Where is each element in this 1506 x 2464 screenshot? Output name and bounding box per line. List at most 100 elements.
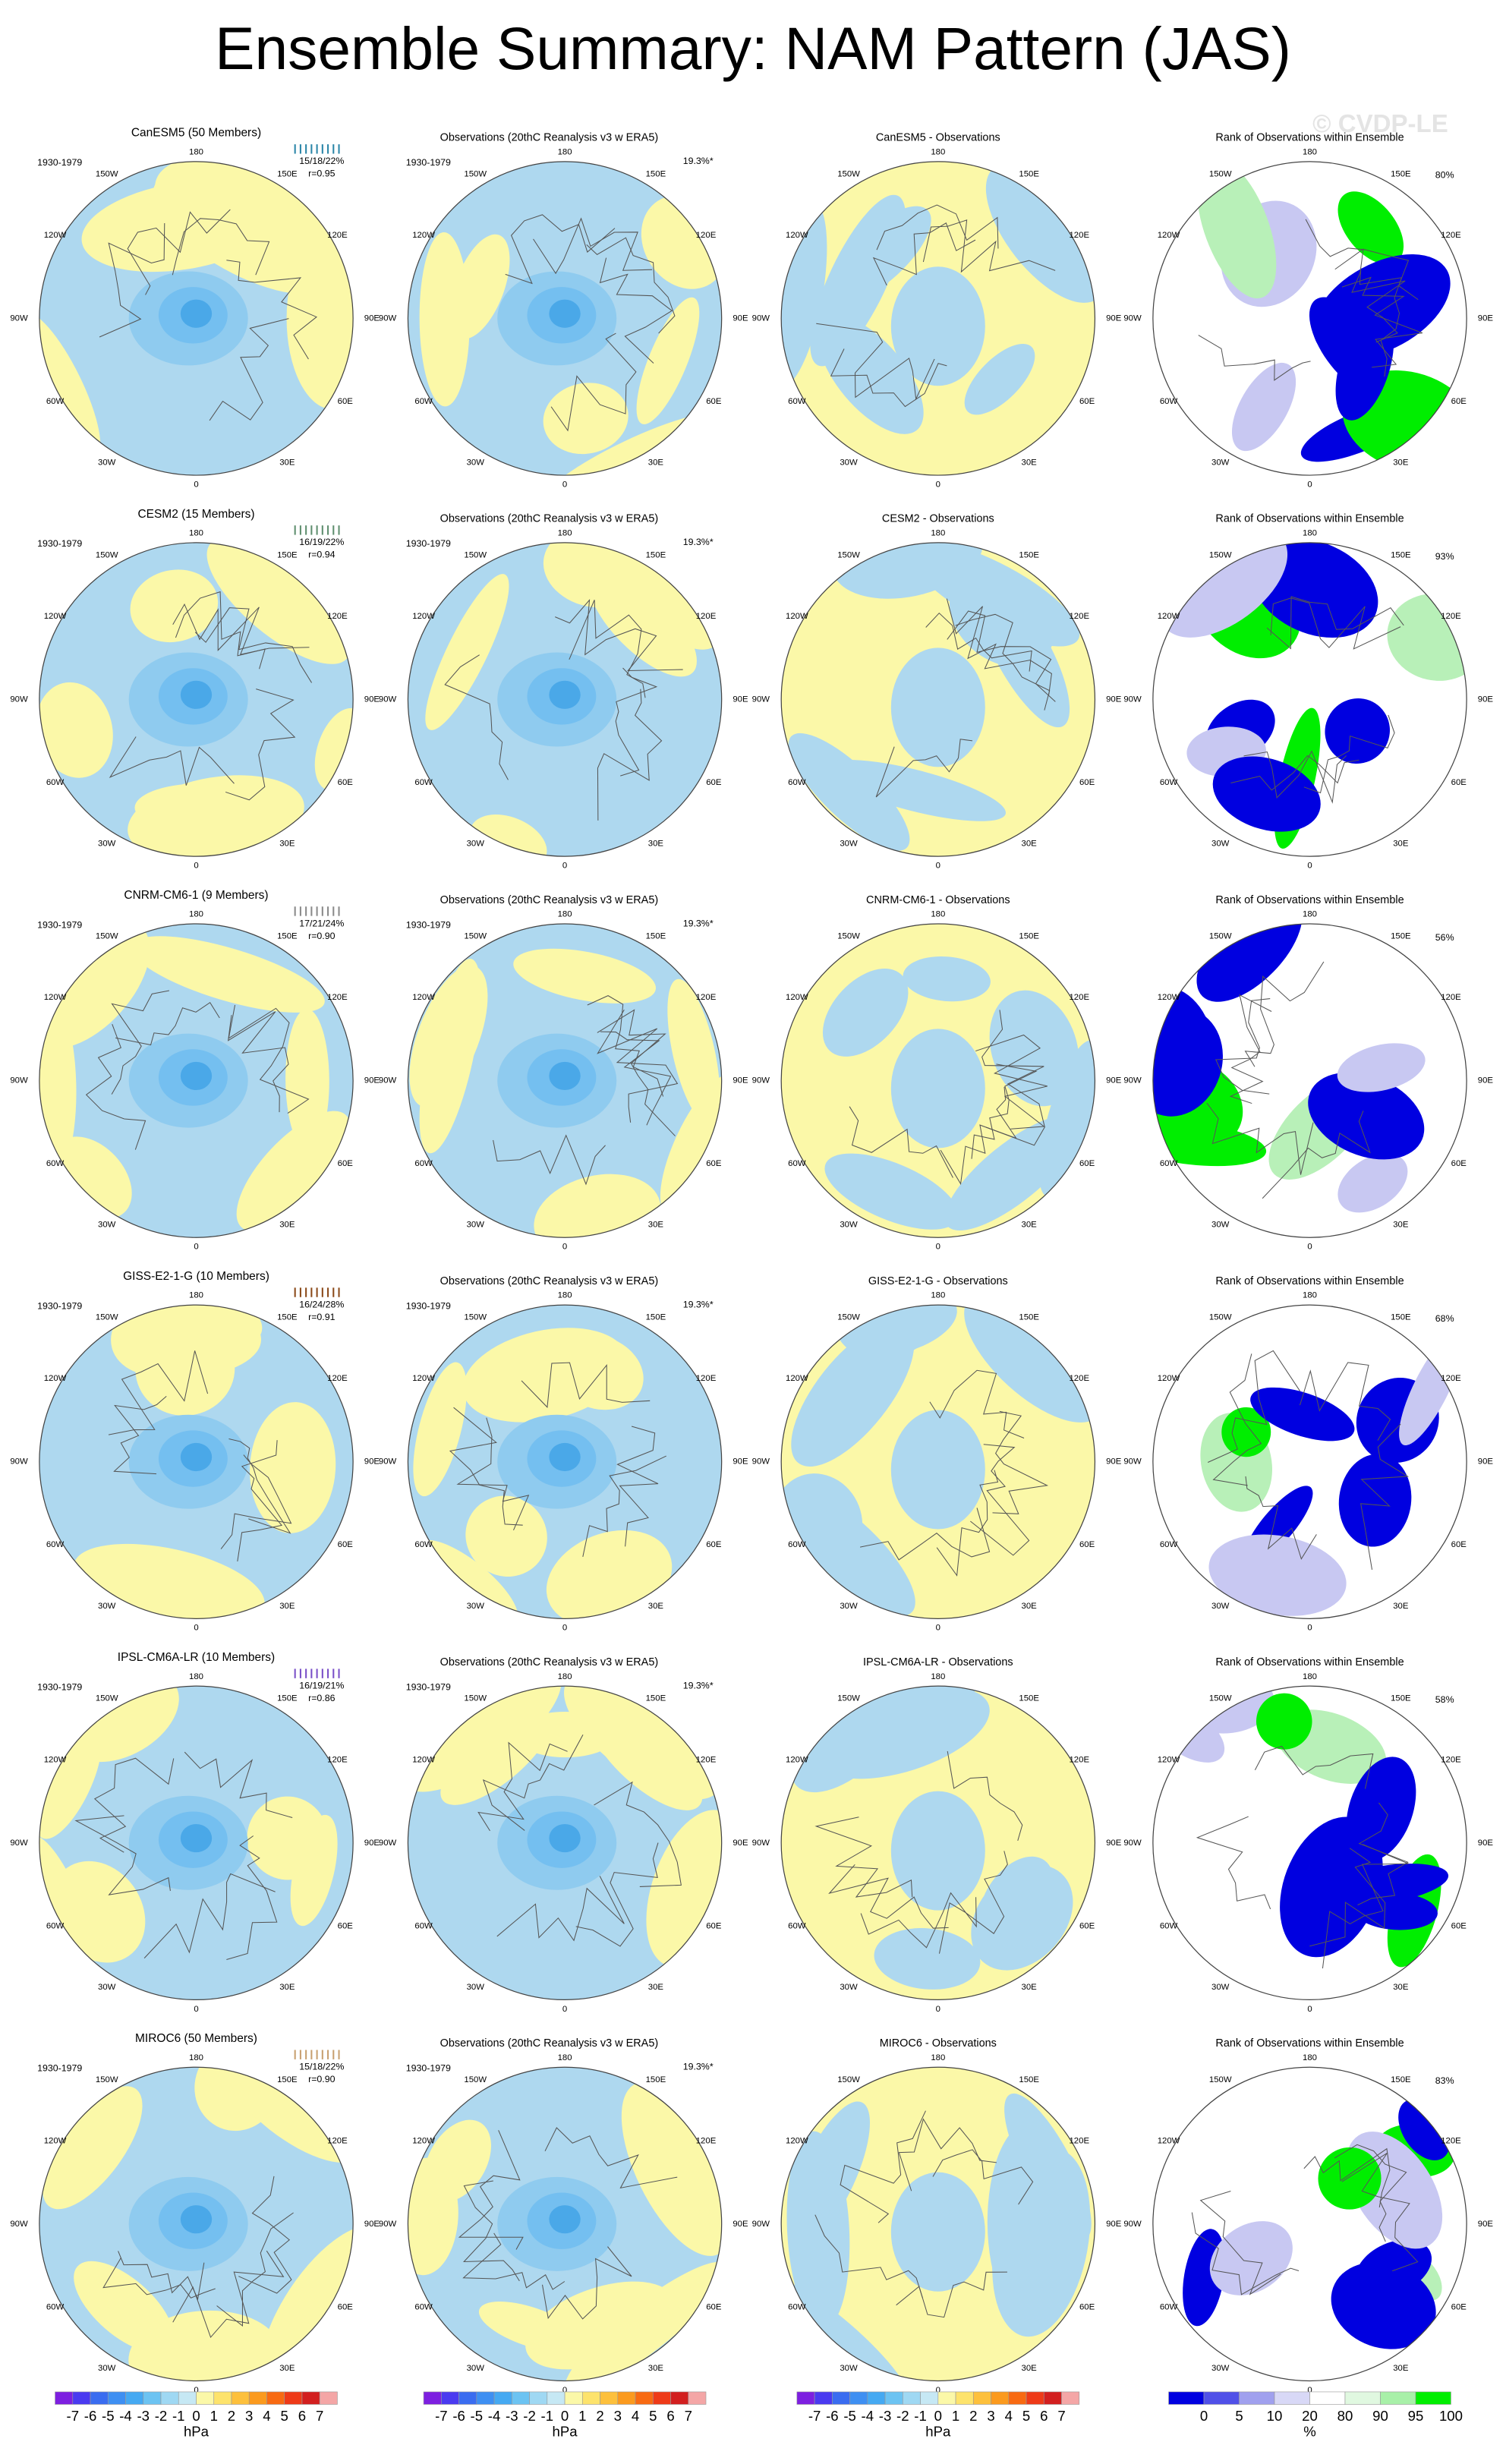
- longitude-label: 150W: [464, 1694, 487, 1703]
- coastline: [102, 2257, 216, 2299]
- field-region: [39, 682, 113, 778]
- longitude-label: 30E: [1393, 458, 1409, 468]
- colorbar-swatch: [1008, 2391, 1027, 2405]
- field-center: [549, 299, 581, 328]
- colorbar-swatch: [1380, 2391, 1416, 2405]
- longitude-label: 180: [558, 2053, 572, 2062]
- longitude-label: 180: [1303, 2053, 1317, 2062]
- coastline: [505, 214, 616, 285]
- longitude-label: 150W: [464, 169, 487, 178]
- field-region: [413, 1362, 467, 1497]
- longitude-label: 150W: [96, 550, 118, 559]
- coastline: [74, 1815, 171, 1895]
- stats: 15/18/22%: [299, 156, 344, 166]
- longitude-label: 120E: [1441, 612, 1461, 621]
- longitude-label: 90E: [733, 695, 748, 704]
- longitude-label: 0: [562, 2386, 567, 2395]
- longitude-label: 180: [558, 910, 572, 919]
- longitude-label: 90E: [1478, 314, 1494, 323]
- coastline: [143, 1873, 276, 1959]
- map-border: [1152, 923, 1467, 1238]
- longitude-label: 120W: [44, 612, 67, 621]
- coastline: [971, 1063, 1038, 1159]
- coastline: [209, 318, 289, 421]
- coastline: [938, 1851, 1008, 1954]
- longitude-label: 90W: [752, 2220, 770, 2229]
- longitude-label: 180: [558, 147, 572, 156]
- field-region: [513, 948, 656, 1004]
- field-region: [791, 1322, 915, 1467]
- map-border: [407, 923, 723, 1238]
- longitude-label: 180: [931, 1291, 945, 1300]
- field-region: [621, 2082, 722, 2256]
- field-center: [549, 1442, 581, 1472]
- longitude-label: 0: [936, 1624, 940, 1633]
- colorbar-unit: hPa: [184, 2424, 210, 2440]
- rank-pct: 80%: [1435, 170, 1454, 181]
- field-region: [419, 232, 470, 407]
- colorbar-swatch: [1309, 2391, 1346, 2405]
- field-region: [985, 163, 1095, 303]
- coastline: [127, 209, 231, 295]
- map-border: [1152, 542, 1467, 857]
- coastline: [108, 1350, 209, 1435]
- coastline: [462, 2232, 566, 2290]
- colorbar-label: 5: [281, 2408, 288, 2424]
- field-region: [440, 1710, 552, 1805]
- longitude-label: 150E: [1019, 932, 1039, 941]
- field-region: [944, 1115, 1081, 1230]
- longitude-label: 120E: [1070, 612, 1090, 621]
- longitude-label: 0: [562, 2005, 567, 2014]
- coastline: [225, 688, 296, 801]
- longitude-label: 0: [1307, 480, 1312, 489]
- longitude-label: 120W: [786, 2136, 808, 2145]
- colorbar-swatch: [284, 2391, 303, 2405]
- diff-title: GISS-E2-1-G - Observations: [868, 1275, 1008, 1287]
- map-border: [39, 923, 354, 1238]
- coastline: [544, 2127, 678, 2189]
- coastline: [896, 2271, 1007, 2318]
- field-region: [419, 958, 481, 1154]
- coastline: [875, 739, 973, 798]
- map-border: [407, 2066, 723, 2382]
- longitude-label: 120E: [1070, 1755, 1090, 1764]
- longitude-label: 150E: [646, 1694, 666, 1703]
- field-center: [890, 2172, 985, 2292]
- colorbar-label: -7: [808, 2408, 821, 2424]
- correlation: r=0.95: [308, 169, 336, 179]
- colorbar-swatch: [143, 2391, 162, 2405]
- longitude-label: 0: [194, 862, 198, 871]
- longitude-label: 120W: [786, 1755, 808, 1764]
- longitude-label: 0: [936, 1243, 940, 1252]
- colorbar-swatch: [248, 2391, 267, 2405]
- longitude-label: 0: [562, 1243, 567, 1252]
- longitude-label: 90E: [1106, 1839, 1122, 1848]
- colorbar-label: 3: [614, 2408, 622, 2424]
- rank-title: Rank of Observations within Ensemble: [1215, 132, 1404, 144]
- longitude-label: 150W: [837, 932, 860, 941]
- model-title: CESM2 (15 Members): [137, 508, 254, 521]
- rank-title: Rank of Observations within Ensemble: [1215, 1275, 1404, 1287]
- longitude-label: 30W: [840, 840, 858, 849]
- longitude-label: 150E: [646, 932, 666, 941]
- longitude-label: 30W: [98, 2364, 116, 2373]
- coastline: [898, 2118, 997, 2191]
- field-region: [43, 2086, 143, 2210]
- coastline: [496, 1876, 625, 1942]
- obs-title: Observations (20thC Reanalysis v3 w ERA5…: [440, 1275, 659, 1287]
- polar-map: [408, 2067, 722, 2381]
- colorbar-label: -3: [506, 2408, 518, 2424]
- longitude-label: 90E: [733, 314, 748, 323]
- rank-region: [1346, 1757, 1416, 1861]
- colorbar-swatch: [670, 2391, 689, 2405]
- longitude-label: 60E: [1451, 1921, 1467, 1930]
- colorbar-swatch: [1203, 2391, 1240, 2405]
- longitude-label: 120W: [1158, 612, 1180, 621]
- longitude-label: 90W: [1123, 2220, 1142, 2229]
- coastline: [542, 2246, 632, 2320]
- colorbar-label: 1: [578, 2408, 586, 2424]
- longitude-label: 60E: [706, 1921, 722, 1930]
- coastline: [1270, 597, 1401, 650]
- longitude-label: 90E: [364, 1076, 380, 1085]
- coastline: [1322, 1844, 1409, 1969]
